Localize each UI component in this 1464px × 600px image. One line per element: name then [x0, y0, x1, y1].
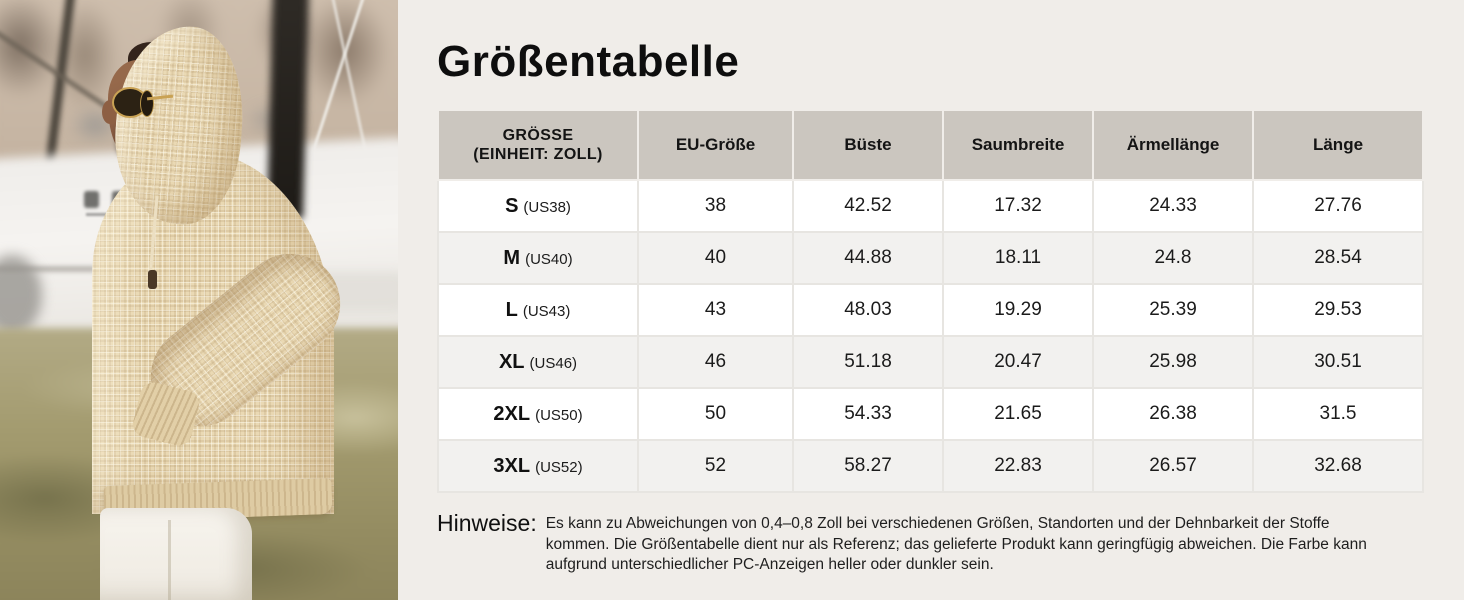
length-cell: 31.5 [1252, 387, 1424, 441]
length-cell: 29.53 [1252, 283, 1424, 337]
us-size: (US43) [522, 302, 571, 320]
sleeve-length-cell: 24.8 [1092, 231, 1254, 285]
table-row-s: S (US38) 38 42.52 17.32 24.33 27.76 [437, 179, 1424, 233]
size-code: M [503, 246, 521, 269]
size-label-cell: XL (US46) [437, 335, 639, 389]
column-header-bueste: Büste [792, 109, 944, 181]
us-size: (US38) [523, 198, 571, 216]
size-code: XL [498, 350, 525, 373]
table-header-row: GRÖSSE (EINHEIT: ZOLL) EU-Größe Büste Sa… [437, 109, 1424, 181]
notes-label: Hinweise: [437, 510, 537, 536]
size-label-cell: 3XL (US52) [437, 439, 639, 493]
boat-hull-marking [84, 191, 99, 208]
column-header-eu-groesse: EU-Größe [637, 109, 794, 181]
size-label-cell: M (US40) [437, 231, 639, 285]
us-size: (US46) [529, 354, 578, 372]
sleeve-length-cell: 26.57 [1092, 439, 1254, 493]
us-size: (US40) [525, 250, 573, 268]
bust-cell: 42.52 [792, 179, 944, 233]
hoodie-zipper-pull [148, 270, 157, 289]
sleeve-length-cell: 26.38 [1092, 387, 1254, 441]
sleeve-length-cell: 25.39 [1092, 283, 1254, 337]
pants-crease [168, 520, 171, 600]
bust-cell: 44.88 [792, 231, 944, 285]
page-title: Größentabelle [437, 37, 740, 86]
eu-size-cell: 52 [637, 439, 794, 493]
bust-cell: 51.18 [792, 335, 944, 389]
size-label-cell: L (US43) [437, 283, 639, 337]
column-header-groesse: GRÖSSE (EINHEIT: ZOLL) [437, 109, 639, 181]
hem-width-cell: 17.32 [942, 179, 1094, 233]
column-header-laenge: Länge [1252, 109, 1424, 181]
table-row-l: L (US43) 43 48.03 19.29 25.39 29.53 [437, 283, 1424, 337]
length-cell: 30.51 [1252, 335, 1424, 389]
hem-width-cell: 21.65 [942, 387, 1094, 441]
bust-cell: 48.03 [792, 283, 944, 337]
hem-width-cell: 20.47 [942, 335, 1094, 389]
table-row-xl: XL (US46) 46 51.18 20.47 25.98 30.51 [437, 335, 1424, 389]
us-size: (US50) [535, 406, 583, 424]
size-label-cell: 2XL (US50) [437, 387, 639, 441]
size-chart-panel: Größentabelle GRÖSSE (EINHEIT: ZOLL) EU-… [398, 0, 1464, 600]
bust-cell: 54.33 [792, 387, 944, 441]
length-cell: 28.54 [1252, 231, 1424, 285]
length-cell: 32.68 [1252, 439, 1424, 493]
length-cell: 27.76 [1252, 179, 1424, 233]
hem-width-cell: 22.83 [942, 439, 1094, 493]
table-row-3xl: 3XL (US52) 52 58.27 22.83 26.57 32.68 [437, 439, 1424, 493]
size-code: L [505, 298, 518, 321]
hull-strake-line [0, 266, 95, 272]
column-header-saumbreite: Saumbreite [942, 109, 1094, 181]
sleeve-length-cell: 25.98 [1092, 335, 1254, 389]
product-photo [0, 0, 398, 600]
table-row-m: M (US40) 40 44.88 18.11 24.8 28.54 [437, 231, 1424, 285]
header-groesse-line2: (EINHEIT: ZOLL) [473, 146, 603, 163]
sunglasses [140, 90, 154, 117]
size-code: 3XL [493, 454, 531, 477]
hem-width-cell: 19.29 [942, 283, 1094, 337]
header-groesse-line1: GRÖSSE [502, 127, 574, 144]
table-row-2xl: 2XL (US50) 50 54.33 21.65 26.38 31.5 [437, 387, 1424, 441]
eu-size-cell: 38 [637, 179, 794, 233]
size-table: GRÖSSE (EINHEIT: ZOLL) EU-Größe Büste Sa… [437, 109, 1424, 493]
bust-cell: 58.27 [792, 439, 944, 493]
hem-width-cell: 18.11 [942, 231, 1094, 285]
size-code: S [505, 194, 519, 217]
size-code: 2XL [493, 402, 531, 425]
notes-text: Es kann zu Abweichungen von 0,4–0,8 Zoll… [545, 515, 1367, 573]
eu-size-cell: 50 [637, 387, 794, 441]
size-label-cell: S (US38) [437, 179, 639, 233]
white-pants [100, 508, 252, 600]
eu-size-cell: 46 [637, 335, 794, 389]
eu-size-cell: 43 [637, 283, 794, 337]
eu-size-cell: 40 [637, 231, 794, 285]
notes-section: Hinweise: Es kann zu Abweichungen von 0,… [437, 512, 1422, 576]
column-header-aermellaenge: Ärmellänge [1092, 109, 1254, 181]
us-size: (US52) [535, 458, 583, 476]
sleeve-length-cell: 24.33 [1092, 179, 1254, 233]
